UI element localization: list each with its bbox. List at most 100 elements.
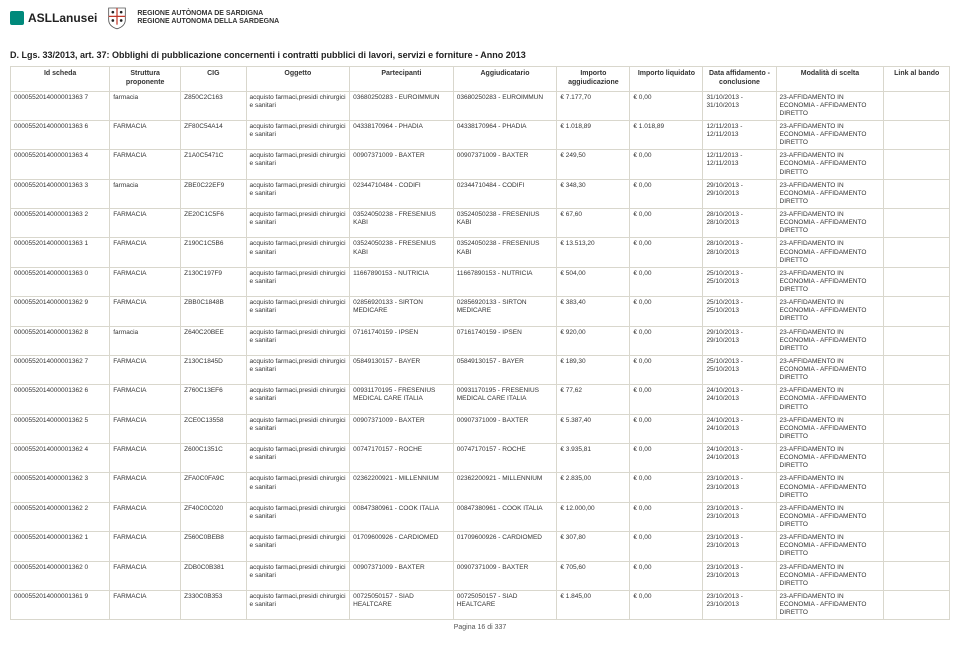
cell-importo-agg: € 383,40 — [557, 297, 630, 326]
table-body: 000055201400000136​3 7farmaciaZ850C2C163… — [11, 91, 950, 620]
cell-struttura: farmacia — [110, 326, 181, 355]
cell-aggiudicatario: 02856920133 - SIRTON MEDICARE — [453, 297, 557, 326]
cell-partecipanti: 02856920133 - SIRTON MEDICARE — [350, 297, 454, 326]
col-date: Data affidamento - conclusione — [703, 67, 776, 92]
cell-modalita: 23-AFFIDAMENTO IN ECONOMIA - AFFIDAMENTO… — [776, 209, 884, 238]
cell-link — [884, 414, 950, 443]
cell-importo-agg: € 12.000,00 — [557, 502, 630, 531]
cell-aggiudicatario: 00907371009 - BAXTER — [453, 561, 557, 590]
cell-cig: ZCE0C13558 — [181, 414, 246, 443]
cell-importo-agg: € 7.177,70 — [557, 91, 630, 120]
contracts-table: Id scheda Struttura proponente CIG Ogget… — [10, 66, 950, 620]
cell-importo-liq: € 0,00 — [630, 532, 703, 561]
cell-struttura: FARMACIA — [110, 502, 181, 531]
cell-modalita: 23-AFFIDAMENTO IN ECONOMIA - AFFIDAMENTO… — [776, 385, 884, 414]
cell-modalita: 23-AFFIDAMENTO IN ECONOMIA - AFFIDAMENTO… — [776, 502, 884, 531]
cell-oggetto: acquisto farmaci,presidi chirurgici e sa… — [246, 179, 350, 208]
cell-oggetto: acquisto farmaci,presidi chirurgici e sa… — [246, 473, 350, 502]
cell-importo-liq: € 0,00 — [630, 267, 703, 296]
cell-struttura: FARMACIA — [110, 238, 181, 267]
cell-link — [884, 326, 950, 355]
cell-struttura: FARMACIA — [110, 297, 181, 326]
cell-id: 000055201400000136​2 9 — [11, 297, 110, 326]
cell-date: 24/10/2013 - 24/10/2013 — [703, 444, 776, 473]
cell-importo-agg: € 2.835,00 — [557, 473, 630, 502]
cell-importo-agg: € 348,30 — [557, 179, 630, 208]
table-row: 000055201400000136​3 0FARMACIAZ130C197F9… — [11, 267, 950, 296]
table-row: 000055201400000136​2 4FARMACIAZ600C1351C… — [11, 444, 950, 473]
brand-logo: ASLLanusei — [10, 11, 97, 25]
cell-oggetto: acquisto farmaci,presidi chirurgici e sa… — [246, 91, 350, 120]
cell-partecipanti: 05849130157 - BAYER — [350, 355, 454, 384]
cell-date: 31/10/2013 - 31/10/2013 — [703, 91, 776, 120]
cell-modalita: 23-AFFIDAMENTO IN ECONOMIA - AFFIDAMENTO… — [776, 120, 884, 149]
table-row: 000055201400000136​2 0FARMACIAZDB0C0B381… — [11, 561, 950, 590]
cell-aggiudicatario: 11667890153 - NUTRICIA — [453, 267, 557, 296]
col-cig: CIG — [181, 67, 246, 92]
table-row: 000055201400000136​2 8farmaciaZ640C20BEE… — [11, 326, 950, 355]
cell-importo-liq: € 0,00 — [630, 414, 703, 443]
cell-link — [884, 150, 950, 179]
cell-aggiudicatario: 02344710484 - CODIFI — [453, 179, 557, 208]
cell-oggetto: acquisto farmaci,presidi chirurgici e sa… — [246, 502, 350, 531]
cell-aggiudicatario: 00931170195 - FRESENIUS MEDICAL CARE ITA… — [453, 385, 557, 414]
cell-importo-liq: € 0,00 — [630, 473, 703, 502]
cell-importo-liq: € 0,00 — [630, 561, 703, 590]
cell-link — [884, 561, 950, 590]
table-row: 000055201400000136​2 6FARMACIAZ760C13EF6… — [11, 385, 950, 414]
cell-id: 000055201400000136​3 6 — [11, 120, 110, 149]
cell-oggetto: acquisto farmaci,presidi chirurgici e sa… — [246, 414, 350, 443]
cell-importo-liq: € 0,00 — [630, 355, 703, 384]
cell-importo-agg: € 3.935,81 — [557, 444, 630, 473]
cell-modalita: 23-AFFIDAMENTO IN ECONOMIA - AFFIDAMENTO… — [776, 91, 884, 120]
cell-modalita: 23-AFFIDAMENTO IN ECONOMIA - AFFIDAMENTO… — [776, 414, 884, 443]
cell-modalita: 23-AFFIDAMENTO IN ECONOMIA - AFFIDAMENTO… — [776, 532, 884, 561]
cell-link — [884, 267, 950, 296]
cell-struttura: FARMACIA — [110, 444, 181, 473]
cell-cig: Z850C2C163 — [181, 91, 246, 120]
cell-id: 000055201400000136​2 6 — [11, 385, 110, 414]
cell-link — [884, 179, 950, 208]
cell-modalita: 23-AFFIDAMENTO IN ECONOMIA - AFFIDAMENTO… — [776, 444, 884, 473]
cell-id: 000055201400000136​2 5 — [11, 414, 110, 443]
cell-aggiudicatario: 00907371009 - BAXTER — [453, 150, 557, 179]
cell-importo-liq: € 1.018,89 — [630, 120, 703, 149]
cell-partecipanti: 00747170157 - ROCHE — [350, 444, 454, 473]
cell-partecipanti: 00931170195 - FRESENIUS MEDICAL CARE ITA… — [350, 385, 454, 414]
cell-id: 000055201400000136​1 9 — [11, 590, 110, 619]
cell-link — [884, 91, 950, 120]
cell-id: 000055201400000136​3 2 — [11, 209, 110, 238]
cell-importo-agg: € 1.845,00 — [557, 590, 630, 619]
cell-id: 000055201400000136​2 7 — [11, 355, 110, 384]
cell-link — [884, 385, 950, 414]
table-row: 000055201400000136​2 9FARMACIAZBB0C1848B… — [11, 297, 950, 326]
cell-aggiudicatario: 04338170964 - PHADIA — [453, 120, 557, 149]
cell-aggiudicatario: 02362200921 - MILLENNIUM — [453, 473, 557, 502]
cell-cig: Z190C1C5B6 — [181, 238, 246, 267]
cell-cig: Z130C197F9 — [181, 267, 246, 296]
cell-importo-agg: € 504,00 — [557, 267, 630, 296]
table-row: 000055201400000136​2 5FARMACIAZCE0C13558… — [11, 414, 950, 443]
cell-date: 23/10/2013 - 23/10/2013 — [703, 590, 776, 619]
cell-importo-agg: € 705,60 — [557, 561, 630, 590]
cell-cig: Z760C13EF6 — [181, 385, 246, 414]
cell-struttura: FARMACIA — [110, 590, 181, 619]
cell-link — [884, 502, 950, 531]
org-line-2: REGIONE AUTONOMA DELLA SARDEGNA — [137, 18, 279, 26]
col-impa: Importo aggiudicazione — [557, 67, 630, 92]
cell-id: 000055201400000136​3 1 — [11, 238, 110, 267]
cell-modalita: 23-AFFIDAMENTO IN ECONOMIA - AFFIDAMENTO… — [776, 473, 884, 502]
cell-aggiudicatario: 07161740159 - IPSEN — [453, 326, 557, 355]
col-str: Struttura proponente — [110, 67, 181, 92]
cell-cig: Z560C0BEB8 — [181, 532, 246, 561]
cell-link — [884, 209, 950, 238]
cell-date: 28/10/2013 - 28/10/2013 — [703, 209, 776, 238]
org-text: REGIONE AUTÒNOMA DE SARDIGNA REGIONE AUT… — [137, 10, 279, 27]
cell-modalita: 23-AFFIDAMENTO IN ECONOMIA - AFFIDAMENTO… — [776, 590, 884, 619]
cell-modalita: 23-AFFIDAMENTO IN ECONOMIA - AFFIDAMENTO… — [776, 267, 884, 296]
table-row: 000055201400000136​2 7FARMACIAZ130C1845D… — [11, 355, 950, 384]
col-ogg: Oggetto — [246, 67, 350, 92]
cell-modalita: 23-AFFIDAMENTO IN ECONOMIA - AFFIDAMENTO… — [776, 326, 884, 355]
cell-link — [884, 473, 950, 502]
cell-importo-agg: € 67,60 — [557, 209, 630, 238]
